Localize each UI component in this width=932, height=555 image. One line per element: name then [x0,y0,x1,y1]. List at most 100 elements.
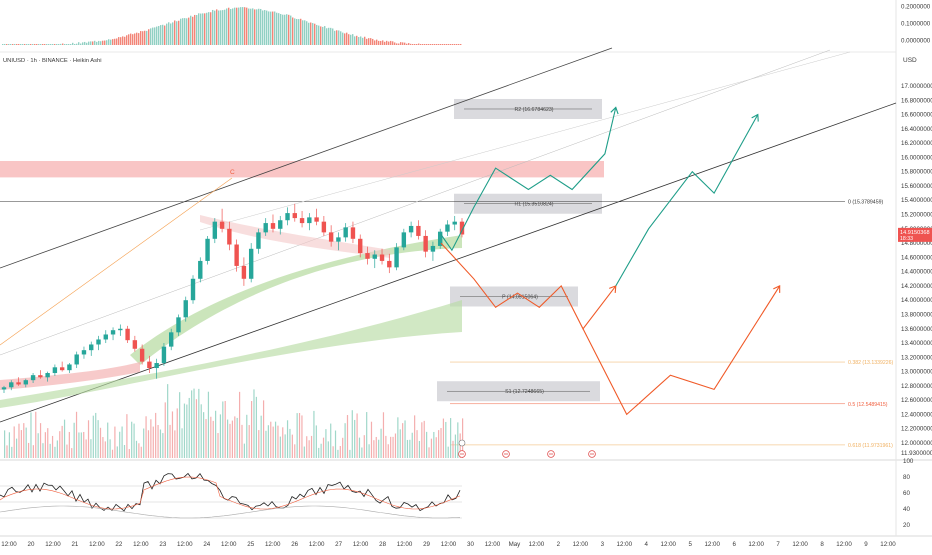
oscillator-bar [402,42,404,45]
oscillator-bar [178,20,180,45]
price-axis-label: 14.6000000 [901,254,932,261]
oscillator-bar [194,14,196,45]
price-axis-label: 14.8000000 [901,240,932,247]
oscillator-bar [42,44,44,45]
volume-bar [284,434,286,458]
oscillator-bar [380,40,382,45]
candle-body [176,317,181,333]
oscillator-bar [34,44,36,45]
oscillator-bar [306,21,308,45]
time-axis-label: 28 [379,541,386,548]
oscillator-bar [212,9,214,45]
price-axis-label: 16.0000000 [901,154,932,161]
oscillator-bar [174,20,176,45]
volume-bar [258,430,260,458]
volume-bar [224,400,226,458]
oscillator-bar [320,26,322,45]
oscillator-bar [36,44,38,45]
rsi-axis-label: 20 [903,522,910,529]
volume-bar [392,436,394,458]
oscillator-bar [168,22,170,45]
oscillator-bar [260,8,262,45]
price-axis-label: 16.8000000 [901,97,932,104]
oscillator-bar [300,18,302,45]
oscillator-bar [66,44,68,45]
oscillator-bar [224,9,226,45]
last-price-badge [898,227,932,242]
oscillator-bar [412,44,414,45]
volume-bar [298,413,301,458]
volume-bar [126,414,128,458]
oscillator-bar [390,40,392,45]
volume-bar [92,415,94,458]
oscillator-bar [4,44,6,45]
oscillator-bar [74,44,76,45]
volume-bar [411,432,413,458]
projection-path [440,107,617,252]
volume-bar [131,421,133,458]
price-axis-label: 16.2000000 [901,140,932,147]
time-axis-label: 12:00 [353,541,369,548]
volume-bar [195,399,198,458]
oscillator-bar [170,23,172,45]
time-axis-label: 9 [864,541,868,548]
volume-bar [61,425,63,458]
volume-bar [423,420,425,458]
volume-bar [330,423,332,458]
oscillator-bar [22,44,24,45]
volume-bar [121,426,123,458]
oscillator-bar [354,36,356,45]
oscillator-bar [240,7,242,45]
volume-bar [248,425,250,458]
oscillator-bar [302,20,304,45]
volume-bar [325,429,327,458]
oscillator-bar [100,41,102,45]
candle-body [190,278,196,301]
oscillator-bar [204,13,206,46]
time-axis-label: 24 [203,541,210,548]
volume-bar [99,427,102,458]
oscillator-bar [12,44,14,45]
volume-bar [155,412,157,458]
oscillator-bar [420,44,422,45]
volume-bar [375,436,377,458]
oscillator-bar [234,7,236,45]
time-axis-label: 12:00 [792,541,808,548]
oscillator-bar [414,44,416,45]
time-axis-label: 12:00 [661,541,677,548]
fib-level-label: 0 (15.3789459) [848,200,883,206]
price-axis-label: 12.8000000 [901,383,932,390]
projection-arrowhead [609,285,617,293]
oscillator-bar [58,44,60,45]
candle-body [81,350,87,355]
oscillator-bar [76,43,78,45]
volume-bar [59,431,61,458]
volume-bar [128,449,130,458]
oscillator-bar [392,41,394,45]
price-axis-label: 14.2000000 [901,283,932,290]
time-axis-label: 12:00 [617,541,633,548]
wave-label: C [230,169,235,176]
volume-bar [303,446,305,458]
oscillator-bar [404,42,406,45]
volume-bar [18,423,20,458]
oscillator-bar [46,44,48,45]
rsi-axis-label: 100 [903,458,914,465]
oscillator-bar [368,38,370,45]
oscillator-bar [150,28,152,45]
oscillator-bar [108,39,110,45]
rsi-smooth-line [0,505,461,519]
oscillator-bar [246,7,248,46]
volume-bar [234,416,236,458]
oscillator-bar [270,11,272,45]
price-axis-label: 13.8000000 [901,311,932,318]
oscillator-bar [230,9,232,45]
oscillator-bar [384,41,386,45]
candle-body [430,245,436,252]
oscillator-bar [330,27,332,45]
oscillator-bar [40,44,42,45]
volume-bar [390,436,392,458]
volume-bar [27,442,30,458]
